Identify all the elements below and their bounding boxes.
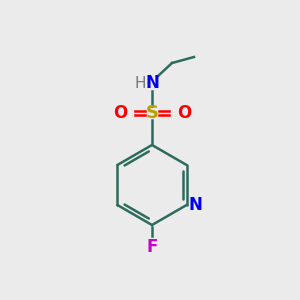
Text: N: N xyxy=(145,74,159,92)
Text: O: O xyxy=(177,104,191,122)
Text: N: N xyxy=(189,196,202,214)
Text: F: F xyxy=(146,238,158,256)
Text: H: H xyxy=(134,76,146,91)
Text: S: S xyxy=(146,104,158,122)
Text: O: O xyxy=(113,104,127,122)
